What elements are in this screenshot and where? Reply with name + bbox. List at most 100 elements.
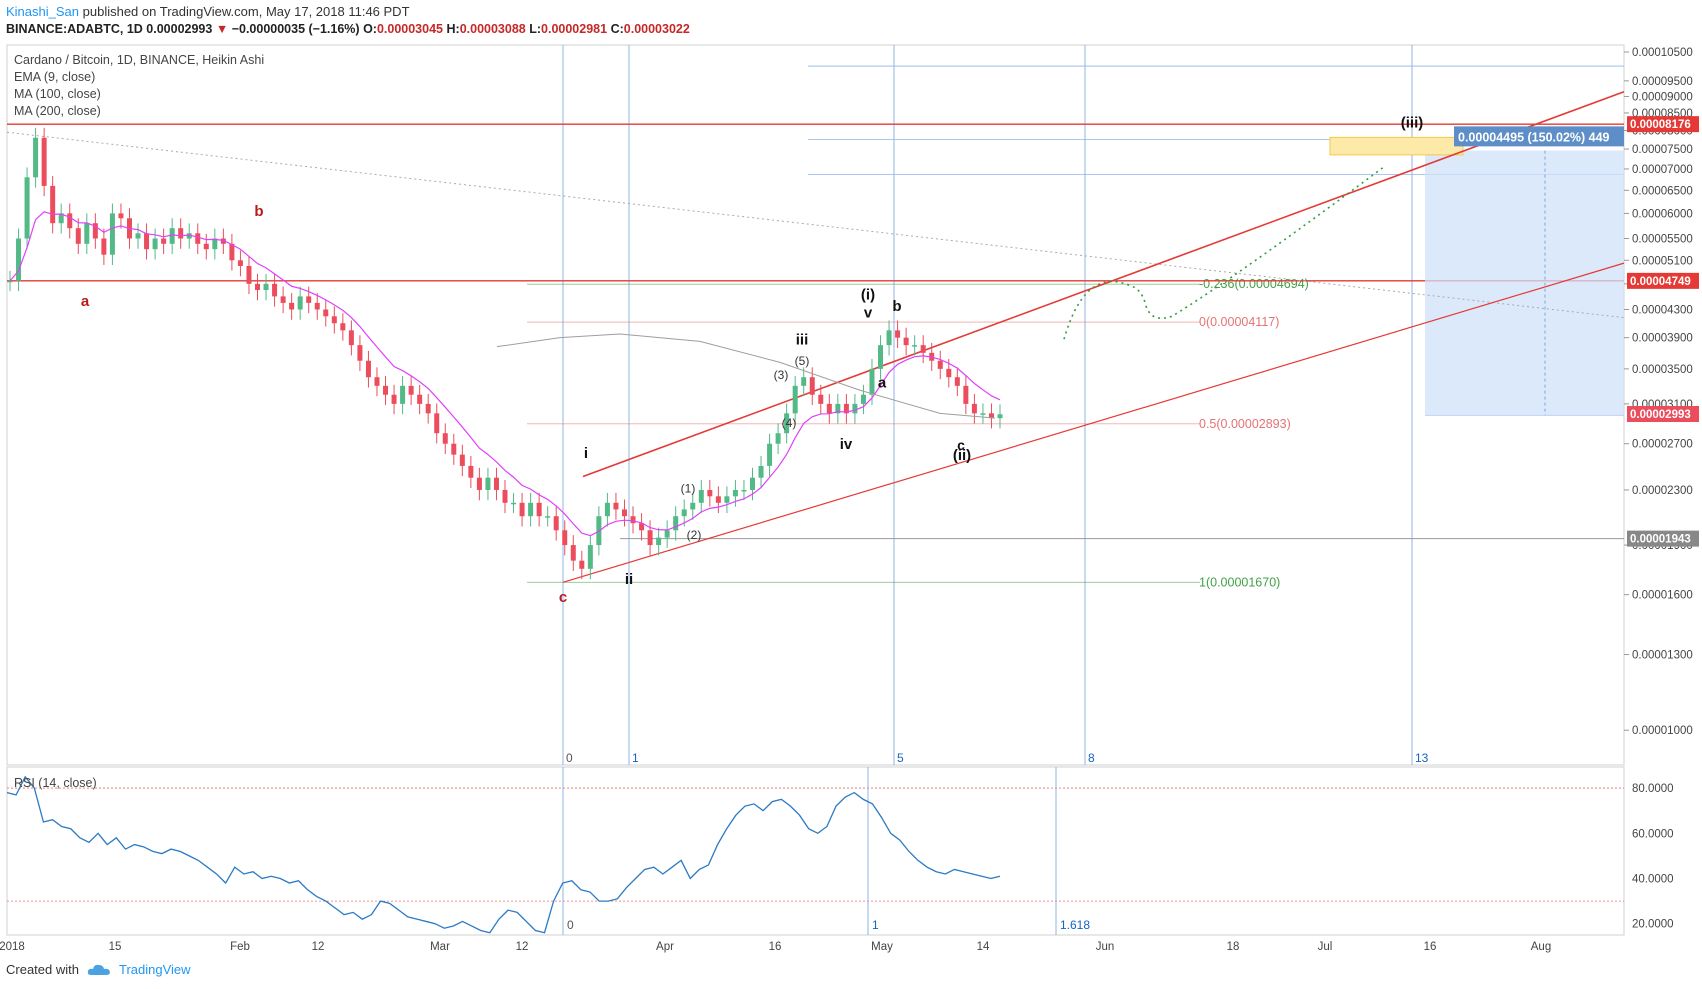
y-tick-label: 0.00006000 xyxy=(1632,208,1693,220)
candle-body xyxy=(604,502,610,517)
candle-body xyxy=(835,403,841,414)
x-tick-label: Apr xyxy=(656,941,674,953)
rsi-line xyxy=(6,775,1001,934)
candle-body xyxy=(579,560,585,569)
candle-body xyxy=(476,477,482,490)
y-tick-label: 0.00002700 xyxy=(1632,439,1693,451)
candle-body xyxy=(161,238,167,244)
x-tick-label: 15 xyxy=(109,941,122,953)
candle-body xyxy=(323,309,329,317)
symbol-label: BINANCE:ADABTC, 1D xyxy=(6,22,143,36)
candle-body xyxy=(562,530,568,546)
candle-body xyxy=(519,502,525,517)
candle-body xyxy=(954,377,960,386)
rsi-fib-time-label: 1 xyxy=(872,918,879,932)
rsi-tick-label: 40.0000 xyxy=(1632,873,1674,885)
candle-body xyxy=(152,238,158,250)
publish-info: Kinashi_San published on TradingView.com… xyxy=(6,4,410,19)
candle-body xyxy=(229,243,235,261)
x-tick-label: Feb xyxy=(230,941,250,953)
wave-label-wave-iii: (iii) xyxy=(1401,115,1424,132)
candle-body xyxy=(758,465,764,478)
author-link[interactable]: Kinashi_San xyxy=(6,4,79,19)
candle-body xyxy=(690,502,696,510)
candle-body xyxy=(869,368,875,395)
candle-body xyxy=(135,233,141,239)
candle-body xyxy=(801,377,807,386)
candle-body xyxy=(784,413,790,434)
candle-body xyxy=(673,516,679,531)
candle-body xyxy=(886,330,892,346)
candle-body xyxy=(553,516,559,531)
candle-body xyxy=(383,385,389,395)
candle-body xyxy=(818,394,824,404)
candle-body xyxy=(750,477,755,490)
candle-body xyxy=(843,403,849,414)
candle-body xyxy=(144,233,150,250)
candle-body xyxy=(246,265,252,284)
y-tick-label: 0.00005500 xyxy=(1632,234,1693,246)
candle-body xyxy=(434,413,440,434)
candle-body xyxy=(809,377,815,395)
candle-body xyxy=(442,433,448,444)
wave-label-i: i xyxy=(584,445,588,462)
x-tick-label: 16 xyxy=(1424,941,1437,953)
candle-body xyxy=(792,385,798,414)
candle-body xyxy=(255,283,260,291)
candle-body xyxy=(630,516,636,524)
channel-lower-line xyxy=(562,262,1625,583)
high-value: 0.00003088 xyxy=(459,22,526,36)
minor-label-4: (4) xyxy=(782,416,797,430)
candle-body xyxy=(767,443,773,466)
y-tick-label: 0.00001300 xyxy=(1632,650,1693,662)
candle-body xyxy=(67,213,73,229)
wave-label-iv: iv xyxy=(840,436,853,453)
legend-title: Cardano / Bitcoin, 1D, BINANCE, Heikin A… xyxy=(14,53,265,67)
y-tick-label: 0.00007000 xyxy=(1632,164,1693,176)
candle-body xyxy=(988,413,994,419)
projection-box xyxy=(1425,150,1624,416)
candle-body xyxy=(297,296,303,310)
wave-label-b: b xyxy=(254,203,263,220)
rsi-tick-label: 80.0000 xyxy=(1632,783,1674,795)
candle-body xyxy=(306,296,312,303)
fib-level-label: 0(0.00004117) xyxy=(1199,315,1279,329)
tradingview-link[interactable]: TradingView xyxy=(118,962,191,977)
y-tick-label: 0.00009500 xyxy=(1632,76,1693,88)
fib-time-label: 5 xyxy=(897,751,904,765)
wave-label-ii: ii xyxy=(625,571,633,588)
candle-body xyxy=(468,465,474,478)
candle-body xyxy=(613,502,619,510)
fib-level-label: -0.236(0.00004694) xyxy=(1199,277,1309,291)
candle-body xyxy=(493,477,499,490)
candle-body xyxy=(860,394,866,404)
candle-body xyxy=(878,345,884,369)
price-badge-label: 0.00002993 xyxy=(1630,409,1691,421)
target-badge xyxy=(1454,126,1624,147)
candle-body xyxy=(681,509,687,517)
channel-upper-line xyxy=(582,90,1625,478)
candle-body xyxy=(895,330,901,338)
candle-body xyxy=(348,330,354,346)
ma-line xyxy=(496,333,996,419)
x-tick-label: Aug xyxy=(1531,941,1551,953)
wave-label-a-black: a xyxy=(878,375,887,392)
candle-body xyxy=(357,345,363,361)
long-trendline xyxy=(6,131,1625,319)
candle-body xyxy=(715,496,721,503)
candle-body xyxy=(732,489,738,497)
candle-body xyxy=(775,433,781,444)
wave-label-wave-i: (i) xyxy=(861,287,875,304)
candle-body xyxy=(587,545,593,569)
y-tick-label: 0.00001000 xyxy=(1632,725,1693,737)
candle-body xyxy=(50,185,56,224)
candle-body xyxy=(485,477,491,490)
candle-body xyxy=(707,489,713,497)
candle-body xyxy=(84,223,90,244)
fib-time-label: 13 xyxy=(1415,751,1429,765)
candle-body xyxy=(237,260,243,266)
candle-body xyxy=(741,489,747,492)
candle-body xyxy=(289,302,295,310)
wave-label-b-black: b xyxy=(892,298,901,315)
